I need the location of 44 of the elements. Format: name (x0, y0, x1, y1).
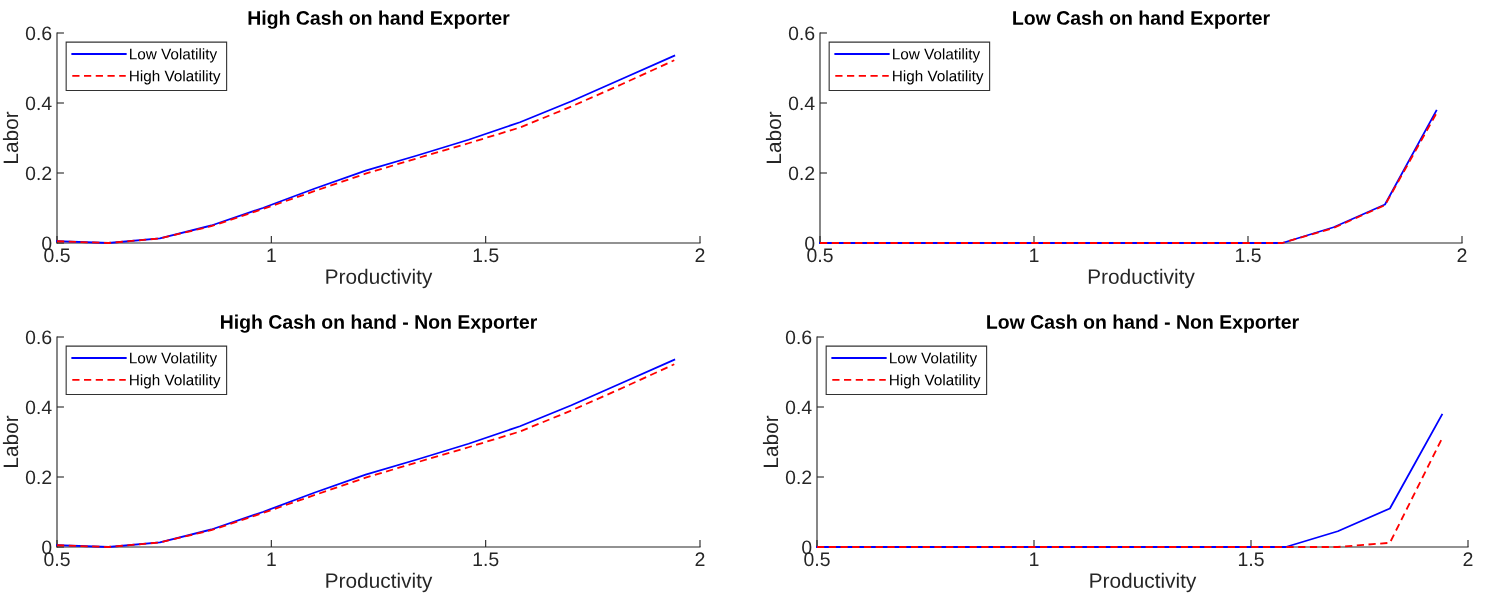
chart-title: Low Cash on hand Exporter (1013, 10, 1270, 29)
chart-title: Low Cash on hand - Non Exporter (987, 314, 1299, 333)
x-tick-label: 2 (1463, 552, 1473, 566)
legend-label: High Volatility (893, 70, 984, 85)
legend-label: Low Volatility (130, 352, 218, 367)
y-tick-label: 0.2 (785, 470, 812, 485)
x-tick-label: 1.5 (473, 248, 499, 263)
y-axis-title: Labor (2, 415, 19, 467)
x-tick-label: 1 (1030, 248, 1039, 262)
y-tick-label: 0.2 (25, 166, 52, 181)
y-tick-label: 0.6 (785, 330, 812, 345)
y-tick-label: 0.2 (788, 166, 815, 181)
x-axis-title: Productivity (326, 268, 433, 289)
x-axis-title: Productivity (1090, 572, 1197, 593)
legend-label: High Volatility (130, 374, 221, 389)
x-tick-label: 1 (267, 552, 276, 566)
y-tick-label: 0.4 (785, 400, 812, 415)
x-tick-label: 1.5 (1238, 552, 1264, 567)
legend-label: High Volatility (890, 374, 981, 389)
y-tick-label: 0.4 (25, 400, 52, 415)
legend-label: Low Volatility (893, 48, 981, 63)
x-tick-label: 2 (1457, 248, 1467, 262)
y-tick-label: 0.4 (788, 96, 815, 111)
y-tick-label: 0.6 (788, 26, 815, 41)
x-axis-title: Productivity (326, 572, 433, 593)
chart-title: High Cash on hand Exporter (248, 10, 510, 29)
legend-label: Low Volatility (890, 352, 978, 367)
x-tick-label: 2 (695, 248, 705, 262)
y-tick-label: 0.6 (25, 26, 52, 41)
x-tick-label: 1.5 (1235, 248, 1261, 263)
y-axis-title: Labor (765, 111, 782, 163)
chart-title: High Cash on hand - Non Exporter (221, 314, 538, 333)
x-tick-label: 1 (1030, 552, 1039, 566)
y-axis-title: Labor (762, 415, 779, 467)
legend-label: High Volatility (130, 70, 221, 85)
y-tick-label: 0.6 (25, 330, 52, 345)
y-tick-label: 0.2 (25, 470, 52, 485)
y-tick-label: 0.4 (25, 96, 52, 111)
x-tick-label: 1.5 (473, 552, 499, 567)
y-axis-title: Labor (2, 111, 19, 163)
x-axis-title: Productivity (1088, 268, 1195, 289)
x-tick-label: 1 (267, 248, 276, 262)
x-tick-label: 2 (695, 552, 705, 566)
legend-label: Low Volatility (130, 48, 218, 63)
